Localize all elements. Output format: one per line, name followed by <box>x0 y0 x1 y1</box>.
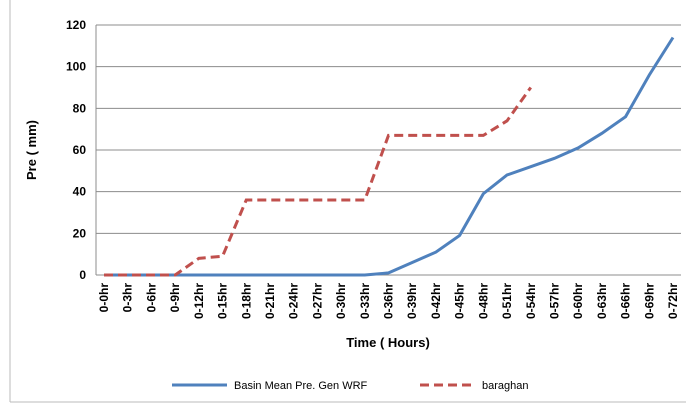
x-tick-label: 0-51hr <box>500 283 514 319</box>
x-tick-label: 0-60hr <box>571 283 585 319</box>
y-tick-label: 40 <box>73 185 87 199</box>
x-tick-label: 0-9hr <box>168 283 182 313</box>
y-tick-label: 60 <box>73 143 87 157</box>
x-tick-label: 0-6hr <box>144 283 158 313</box>
x-tick-label: 0-66hr <box>619 283 633 319</box>
x-tick-label: 0-0hr <box>97 283 111 313</box>
x-tick-label: 0-39hr <box>405 283 419 319</box>
x-tick-label: 0-54hr <box>524 283 538 319</box>
legend-label: baraghan <box>482 380 529 392</box>
x-tick-label: 0-30hr <box>334 283 348 319</box>
x-axis-title: Time ( Hours) <box>346 335 430 350</box>
x-tick-label: 0-42hr <box>429 283 443 319</box>
x-tick-label: 0-36hr <box>382 283 396 319</box>
x-tick-label: 0-57hr <box>547 283 561 319</box>
y-tick-label: 80 <box>73 101 87 115</box>
x-tick-label: 0-24hr <box>287 283 301 319</box>
series-line <box>104 86 532 277</box>
x-tick-label: 0-33hr <box>358 283 372 319</box>
y-tick-label: 100 <box>66 60 86 74</box>
x-tick-label: 0-18hr <box>239 283 253 319</box>
x-tick-label: 0-48hr <box>476 283 490 319</box>
x-tick-label: 0-45hr <box>453 283 467 319</box>
x-tick-label: 0-21hr <box>263 283 277 319</box>
y-axis-title: Pre ( mm) <box>24 120 39 180</box>
y-tick-label: 120 <box>66 18 86 32</box>
x-tick-label: 0-15hr <box>216 283 230 319</box>
series-line <box>104 36 675 277</box>
y-tick-label: 0 <box>79 268 86 282</box>
legend-label: Basin Mean Pre. Gen WRF <box>234 380 368 392</box>
x-tick-label: 0-63hr <box>595 283 609 319</box>
x-tick-label: 0-69hr <box>642 283 656 319</box>
x-tick-label: 0-12hr <box>192 283 206 319</box>
x-tick-label: 0-72hr <box>666 283 680 319</box>
x-tick-label: 0-3hr <box>121 283 135 313</box>
x-tick-label: 0-27hr <box>310 283 324 319</box>
y-tick-label: 20 <box>73 226 87 240</box>
